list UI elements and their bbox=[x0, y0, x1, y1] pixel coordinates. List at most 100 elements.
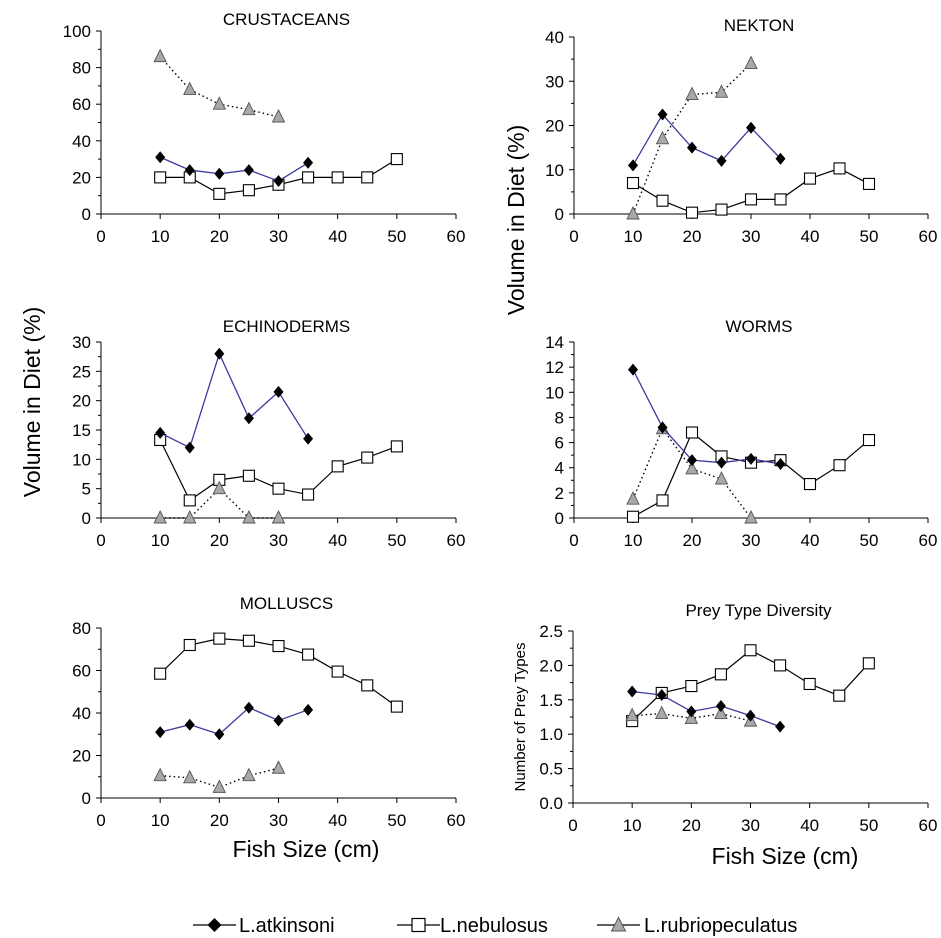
prey-type-diversity-y-tick-label: 1.5 bbox=[539, 691, 563, 710]
worms-point-rubriopeculatus bbox=[714, 471, 729, 485]
molluscs-x-tick-label: 10 bbox=[151, 811, 170, 830]
nekton-point-nebulosus bbox=[744, 193, 758, 206]
shared-x-axis-label-right: Fish Size (cm) bbox=[712, 843, 859, 869]
worms-point-atkinsoni bbox=[746, 452, 756, 465]
prey-type-diversity-point-nebulosus bbox=[833, 689, 846, 702]
echinoderms-point-nebulosus bbox=[272, 482, 285, 495]
molluscs-point-nebulosus bbox=[154, 667, 167, 680]
panel-nekton: NEKTON 0 10 20 30 40 50 60 0 10 20 30 40 bbox=[545, 16, 937, 246]
worms-point-nebulosus bbox=[626, 510, 640, 523]
prey-type-diversity-point-nebulosus bbox=[744, 644, 757, 657]
crustaceans-point-nebulosus bbox=[331, 171, 344, 184]
molluscs-y-tick-label: 0 bbox=[82, 789, 91, 808]
legend-item-nebulosus: L.nebulosus bbox=[397, 915, 548, 937]
panel-prey-type-diversity: Prey Type Diversity 0 10 20 30 40 50 60 0.0 0.5 1.… bbox=[512, 601, 937, 835]
echinoderms-point-atkinsoni bbox=[243, 412, 254, 425]
molluscs-y-tick-label: 80 bbox=[72, 619, 91, 638]
worms-line-atkinsoni bbox=[632, 369, 781, 465]
echinoderms-point-nebulosus bbox=[390, 440, 403, 453]
nekton-point-nebulosus bbox=[656, 194, 669, 207]
nekton-y-tick-label: 0 bbox=[555, 205, 564, 224]
worms-y-tick-label: 6 bbox=[555, 434, 564, 453]
echinoderms-line-rubriopeculatus bbox=[160, 487, 279, 519]
prey-type-diversity-point-nebulosus bbox=[714, 668, 727, 681]
worms-x-tick-label: 60 bbox=[919, 531, 938, 550]
echinoderms-point-rubriopeculatus bbox=[271, 509, 286, 524]
molluscs-x-tick-label: 50 bbox=[387, 811, 406, 830]
shared-y-axis-label: Volume in Diet (%) bbox=[19, 307, 45, 497]
prey-type-diversity-point-atkinsoni bbox=[686, 705, 697, 718]
echinoderms-x-tick-label: 30 bbox=[269, 531, 288, 550]
molluscs-point-nebulosus bbox=[390, 700, 403, 713]
crustaceans-point-atkinsoni bbox=[243, 164, 254, 177]
echinoderms-point-nebulosus bbox=[302, 488, 315, 501]
molluscs-y-tick-label: 60 bbox=[72, 662, 91, 681]
molluscs-point-rubriopeculatus bbox=[183, 769, 197, 784]
worms-point-rubriopeculatus bbox=[685, 460, 699, 475]
molluscs-point-nebulosus bbox=[331, 665, 344, 678]
molluscs-point-nebulosus bbox=[183, 638, 196, 652]
nekton-point-rubriopeculatus bbox=[744, 55, 758, 69]
worms-point-nebulosus bbox=[685, 426, 699, 439]
nekton-x-tick-label: 20 bbox=[683, 227, 702, 246]
crustaceans-point-atkinsoni bbox=[303, 156, 314, 169]
echinoderms-point-nebulosus bbox=[242, 469, 255, 482]
legend-label-atkinsoni: L.atkinsoni bbox=[239, 915, 335, 937]
nekton-point-nebulosus bbox=[715, 203, 728, 216]
panel-molluscs: MOLLUSCS 0 10 20 30 40 50 60 0 20 40 60 80 bbox=[72, 594, 465, 830]
crustaceans-y-tick-label: 0 bbox=[82, 205, 91, 224]
molluscs-y-tick-label: 20 bbox=[72, 747, 91, 766]
nekton-x-tick-label: 50 bbox=[860, 227, 879, 246]
molluscs-point-nebulosus bbox=[213, 632, 226, 645]
echinoderms-y-tick-label: 15 bbox=[72, 421, 91, 440]
echinoderms-y-tick-label: 20 bbox=[72, 392, 91, 411]
molluscs-series-atkinsoni bbox=[155, 701, 314, 741]
echinoderms-x-tick-label: 20 bbox=[210, 531, 229, 550]
nekton-y-tick-label: 40 bbox=[545, 28, 564, 47]
molluscs-x-tick-label: 60 bbox=[447, 811, 466, 830]
crustaceans-y-tick-label: 100 bbox=[63, 22, 91, 41]
echinoderms-y-tick-label: 30 bbox=[72, 333, 91, 352]
nekton-x-tick-label: 60 bbox=[919, 227, 938, 246]
echinoderms-point-atkinsoni bbox=[184, 441, 195, 454]
crustaceans-point-rubriopeculatus bbox=[271, 109, 286, 123]
nekton-point-nebulosus bbox=[774, 193, 787, 206]
nekton-x-tick-label: 10 bbox=[624, 227, 643, 246]
molluscs-point-nebulosus bbox=[242, 634, 255, 647]
echinoderms-series-rubriopeculatus bbox=[153, 480, 286, 524]
nekton-point-rubriopeculatus bbox=[714, 84, 729, 98]
nekton-series-nebulosus bbox=[626, 162, 876, 219]
worms-title: WORMS bbox=[725, 317, 792, 336]
worms-point-nebulosus bbox=[833, 459, 846, 472]
crustaceans-point-rubriopeculatus bbox=[183, 81, 197, 96]
crustaceans-point-rubriopeculatus bbox=[153, 48, 167, 63]
legend-marker-rubriopeculatus bbox=[610, 916, 627, 932]
molluscs-point-atkinsoni bbox=[243, 701, 254, 714]
nekton-point-nebulosus bbox=[803, 172, 817, 185]
echinoderms-point-nebulosus bbox=[183, 494, 196, 507]
prey-type-diversity-point-atkinsoni bbox=[715, 699, 726, 712]
prey-type-diversity-series-atkinsoni bbox=[627, 685, 786, 733]
echinoderms-point-rubriopeculatus bbox=[212, 480, 227, 495]
echinoderms-series-atkinsoni bbox=[155, 347, 314, 454]
crustaceans-point-nebulosus bbox=[361, 171, 374, 184]
molluscs-point-atkinsoni bbox=[214, 728, 225, 741]
echinoderms-point-rubriopeculatus bbox=[183, 509, 197, 524]
nekton-x-tick-label: 30 bbox=[742, 227, 761, 246]
prey-type-diversity-point-rubriopeculatus bbox=[655, 705, 669, 720]
nekton-point-atkinsoni bbox=[687, 141, 697, 154]
nekton-point-atkinsoni bbox=[716, 154, 727, 167]
prey-type-diversity-series-nebulosus bbox=[626, 644, 875, 728]
echinoderms-point-rubriopeculatus bbox=[242, 509, 256, 524]
worms-x-tick-label: 10 bbox=[624, 531, 643, 550]
echinoderms-line-atkinsoni bbox=[159, 351, 309, 449]
worms-point-atkinsoni bbox=[657, 421, 668, 434]
prey-type-diversity-title: Prey Type Diversity bbox=[685, 601, 832, 620]
worms-series-atkinsoni bbox=[628, 363, 786, 470]
crustaceans-y-tick-label: 80 bbox=[72, 59, 91, 78]
crustaceans-point-rubriopeculatus bbox=[212, 96, 227, 110]
worms-y-tick-label: 14 bbox=[545, 333, 564, 352]
echinoderms-point-atkinsoni bbox=[214, 347, 225, 360]
prey-type-diversity-x-tick-label: 50 bbox=[859, 816, 878, 835]
